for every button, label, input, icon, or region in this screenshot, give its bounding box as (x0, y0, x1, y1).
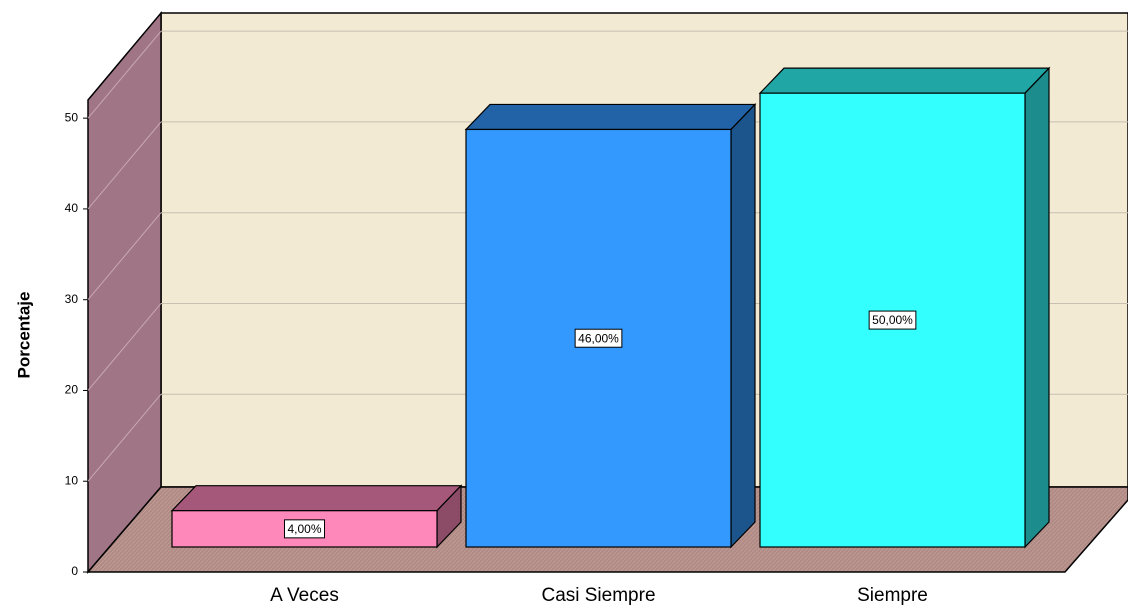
y-tick-label: 20 (65, 383, 79, 397)
bar-side (1024, 66, 1050, 549)
y-axis-title: Porcentaje (14, 292, 33, 379)
grid-line (87, 212, 162, 301)
y-tick-label: 40 (65, 201, 79, 215)
bars: 4,00% A Veces 46,00% Casi Siempre 50,00% Siem… (170, 66, 1051, 606)
value-label-box (283, 519, 326, 539)
y-tick-label: 30 (65, 292, 79, 306)
x-tick-label: Siempre (857, 585, 928, 606)
y-tick-label: 50 (65, 110, 79, 124)
value-label-box (868, 310, 917, 330)
bar-top (464, 103, 757, 131)
grid-line (87, 393, 162, 482)
y-tick-label: 10 (65, 473, 79, 487)
y-tick-label: 0 (71, 564, 78, 578)
value-label: 46,00% (578, 331, 619, 345)
grid-line (87, 303, 162, 391)
value-label: 4,00% (287, 522, 321, 536)
grid-line (87, 30, 162, 119)
left-wall (87, 10, 162, 575)
value-label-box (574, 328, 623, 348)
bar-side (730, 102, 756, 549)
bar-top (758, 67, 1051, 94)
bar-top (170, 485, 463, 512)
grid-line (87, 121, 162, 210)
x-tick-label: A Veces (270, 585, 339, 606)
x-tick-label: Casi Siempre (541, 585, 655, 606)
value-label: 50,00% (872, 313, 913, 327)
bar (759, 92, 1026, 548)
